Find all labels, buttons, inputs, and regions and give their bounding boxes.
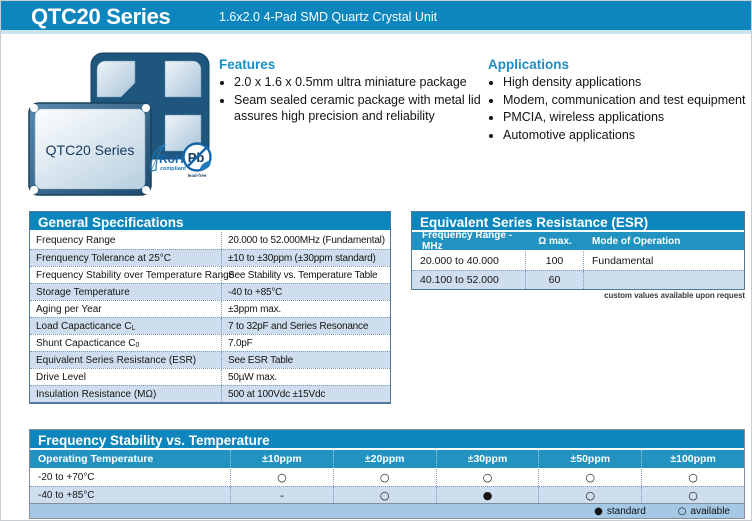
table-title: Equivalent Series Resistance (ESR) [412, 212, 744, 232]
feature-item: Seam sealed ceramic package with metal l… [234, 92, 481, 125]
chip-top-view: QTC20 Series [28, 102, 152, 196]
table-title: General Specifications [30, 212, 390, 232]
legend-standard: ● standard [594, 506, 646, 517]
spec-label: Insulation Resistance (MΩ) [30, 386, 222, 402]
availability-symbol: ○ [538, 469, 641, 486]
spec-label: Drive Level [30, 369, 222, 385]
esr-mode: Fundamental [592, 254, 654, 267]
esr-note: custom values available upon request [604, 291, 745, 300]
stability-row: -40 to +85°C - ○ ● ○ ○ [30, 486, 744, 503]
spec-label: Equivalent Series Resistance (ESR) [30, 352, 222, 368]
esr-table: Equivalent Series Resistance (ESR) Frequ… [411, 211, 745, 290]
product-image: QTC20 Series RoHS compliant Pb lead-free [28, 52, 212, 196]
applications-list: High density applications Modem, communi… [503, 74, 748, 143]
app-header: QTC20 Series 1.6x2.0 4-Pad SMD Quartz Cr… [1, 1, 751, 34]
spec-value: 500 at 100Vdc ±15Vdc [228, 388, 326, 400]
availability-symbol: ○ [538, 487, 641, 503]
col-ppm: ±20ppm [332, 450, 436, 468]
esr-row: 20.000 to 40.000 100 Fundamental [412, 251, 744, 270]
spec-value: -40 to +85°C [228, 286, 283, 298]
esr-range: 40.100 to 52.000 [412, 271, 526, 289]
spec-label: Aging per Year [30, 301, 222, 317]
filled-circle-icon: ● [594, 505, 603, 517]
col-ppm: ±100ppm [641, 450, 744, 468]
feature-item: 2.0 x 1.6 x 0.5mm ultra miniature packag… [234, 74, 481, 91]
esr-col-mode: Mode of Operation [592, 235, 681, 247]
spec-label: Frequency Range [30, 232, 222, 249]
application-item: Automotive applications [503, 127, 748, 144]
features-heading: Features [219, 57, 276, 72]
spec-label: Frequency Stability over Temperature Ran… [30, 267, 234, 283]
spec-value: 7 to 32pF and Series Resonance [228, 320, 369, 332]
spec-row: Storage Temperature -40 to +85°C [30, 283, 390, 300]
application-item: High density applications [503, 74, 748, 91]
temperature-range: -20 to +70°C [38, 472, 95, 483]
spec-value: See ESR Table [228, 354, 294, 366]
spec-value: ±3ppm max. [228, 303, 281, 315]
legend-label: available [690, 505, 730, 517]
spec-row: Equivalent Series Resistance (ESR) See E… [30, 351, 390, 368]
application-item: Modem, communication and test equipment [503, 92, 748, 109]
stability-row: -20 to +70°C ○ ○ ○ ○ ○ [30, 469, 744, 486]
esr-mode [584, 271, 744, 289]
col-ppm: ±10ppm [230, 450, 333, 468]
features-section: Features 2.0 x 1.6 x 0.5mm ultra miniatu… [219, 57, 481, 126]
availability-symbol: ○ [230, 469, 333, 486]
spec-value: 7.0pF [228, 337, 253, 349]
spec-value: 50µW max. [228, 371, 277, 383]
open-circle-icon: ○ [677, 505, 687, 517]
pb-sub-label: lead-free [188, 173, 207, 178]
legend: ● standard ○ available [30, 503, 744, 518]
applications-section: Applications High density applications M… [488, 57, 748, 144]
spec-row: Drive Level 50µW max. [30, 368, 390, 385]
col-ppm: ±50ppm [538, 450, 641, 468]
stability-table: Frequency Stability vs. Temperature Oper… [29, 429, 745, 519]
general-specs-table: General Specifications Frequency Range 2… [29, 211, 391, 404]
availability-symbol: ○ [435, 469, 539, 486]
table-title: Frequency Stability vs. Temperature [30, 430, 744, 450]
availability-symbol: ○ [641, 487, 744, 503]
esr-column-header: Frequency Range - MHz Ω max. Mode of Ope… [412, 230, 744, 252]
col-operating-temperature: Operating Temperature [38, 453, 154, 465]
spec-row: Aging per Year ±3ppm max. [30, 300, 390, 317]
availability-symbol: ● [435, 487, 539, 503]
spec-value: ±10 to ±30ppm (±30ppm standard) [228, 252, 376, 264]
legend-label: standard [606, 505, 646, 517]
spec-row: Insulation Resistance (MΩ) 500 at 100Vdc… [30, 385, 390, 402]
esr-row: 40.100 to 52.000 60 [412, 270, 744, 289]
esr-ohm: 100 [526, 251, 584, 270]
pb-free-logo: Pb lead-free [182, 142, 212, 178]
esr-col-frequency: Frequency Range - MHz [422, 230, 513, 252]
availability-symbol: ○ [332, 487, 436, 503]
spec-label: Storage Temperature [30, 284, 222, 300]
availability-symbol: - [230, 487, 333, 503]
rohs-sub-label: compliant [160, 166, 186, 172]
page-title: QTC20 Series [31, 4, 171, 29]
availability-symbol: ○ [641, 469, 744, 486]
availability-symbol: ○ [332, 469, 436, 486]
applications-heading: Applications [488, 57, 570, 72]
legend-available: ○ available [678, 506, 730, 517]
spec-value: 20.000 to 52.000MHz (Fundamental) [228, 235, 385, 246]
temperature-range: -40 to +85°C [38, 489, 95, 501]
spec-label: Frenquency Tolerance at 25°C [30, 250, 222, 266]
esr-col-ohm: Ω max. [538, 235, 572, 247]
application-item: PMCIA, wireless applications [503, 109, 748, 126]
spec-row: Frenquency Tolerance at 25°C ±10 to ±30p… [30, 249, 390, 266]
col-ppm: ±30ppm [435, 450, 539, 468]
stability-column-header: Operating Temperature ±10ppm ±20ppm ±30p… [30, 450, 744, 469]
spec-row: Frequency Stability over Temperature Ran… [30, 266, 390, 283]
features-list: 2.0 x 1.6 x 0.5mm ultra miniature packag… [234, 74, 481, 125]
spec-row: Frequency Range 20.000 to 52.000MHz (Fun… [30, 232, 390, 249]
spec-value: See Stability vs. Temperature Table [228, 269, 378, 281]
esr-range: 20.000 to 40.000 [412, 251, 526, 270]
chip-label: QTC20 Series [46, 142, 135, 158]
page-subtitle: 1.6x2.0 4-Pad SMD Quartz Crystal Unit [219, 10, 438, 24]
esr-ohm: 60 [526, 271, 584, 289]
